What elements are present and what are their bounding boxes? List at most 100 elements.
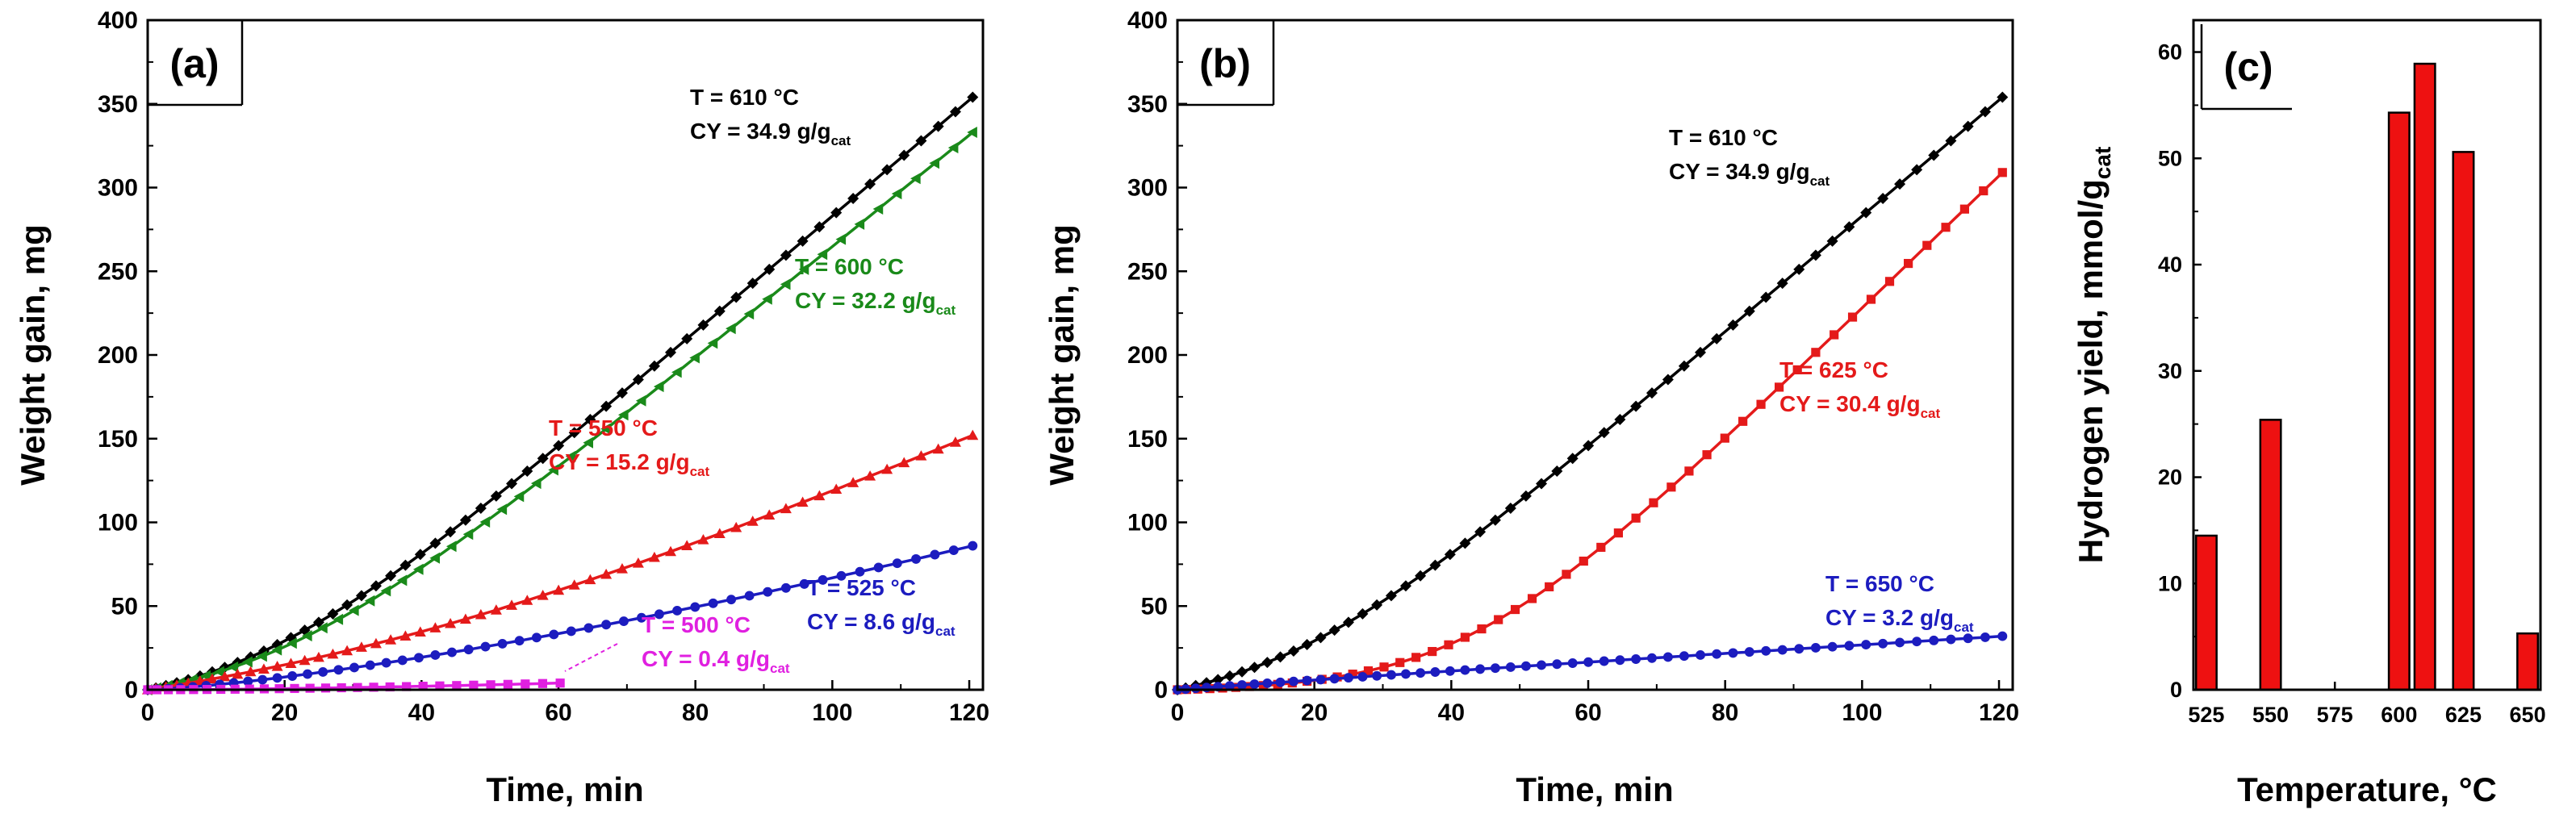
data-point — [445, 526, 457, 538]
data-point — [243, 676, 253, 687]
data-point — [654, 609, 664, 620]
data-point — [1727, 319, 1739, 331]
y-tick-label: 300 — [98, 175, 138, 202]
data-point — [318, 667, 328, 677]
data-point — [1878, 638, 1888, 649]
series-annotation-temp: T = 525 °C — [807, 575, 916, 600]
data-point — [430, 650, 441, 660]
data-point — [835, 233, 847, 245]
data-point — [1342, 616, 1354, 628]
x-tick-label: 625 — [2445, 703, 2482, 727]
data-point — [1510, 604, 1520, 615]
data-point — [480, 641, 491, 652]
y-tick-label: 200 — [1127, 342, 1168, 369]
data-point — [1631, 654, 1641, 664]
data-point — [1527, 594, 1537, 603]
data-point — [452, 681, 462, 691]
data-point — [967, 429, 979, 440]
data-point — [1249, 679, 1260, 689]
data-point — [780, 503, 792, 514]
panel-a-annotations: T = 610 °C CY = 34.9 g/gcat T = 600 °C CY =… — [549, 85, 956, 676]
data-point — [1860, 207, 1872, 219]
y-tick-label: 350 — [98, 91, 138, 118]
data-point — [1579, 556, 1588, 566]
data-point — [1598, 427, 1610, 439]
data-point — [365, 660, 375, 670]
data-point — [1489, 514, 1501, 526]
data-point — [1567, 658, 1578, 668]
data-point — [364, 595, 375, 607]
data-point — [1552, 659, 1562, 670]
data-point — [459, 613, 471, 624]
data-point — [1827, 641, 1838, 652]
data-point — [549, 629, 559, 640]
data-point — [1794, 644, 1804, 654]
data-point — [1288, 676, 1298, 687]
data-point — [429, 622, 441, 632]
data-point — [881, 463, 893, 474]
data-point — [1224, 681, 1235, 691]
y-tick-label: 150 — [98, 426, 138, 453]
data-point — [730, 521, 742, 532]
data-point — [1494, 615, 1503, 624]
data-point — [1997, 631, 2008, 641]
data-point — [271, 644, 282, 656]
data-point — [1756, 399, 1766, 409]
data-point — [948, 545, 959, 556]
data-point — [648, 360, 660, 372]
data-point — [864, 178, 876, 190]
data-point — [206, 673, 218, 684]
data-point — [1562, 570, 1571, 579]
data-point — [353, 683, 362, 692]
data-point — [1946, 634, 1956, 645]
data-point — [1460, 665, 1470, 675]
data-point — [496, 503, 508, 516]
data-point — [1372, 670, 1382, 681]
data-point — [1190, 683, 1201, 694]
panel-b-xlabel: Time, min — [1516, 770, 1673, 808]
data-point — [271, 660, 283, 671]
panel-c-ylabel-main: Hydrogen yield, mmol/g — [2072, 179, 2110, 563]
data-point — [1895, 637, 1905, 648]
data-point — [337, 683, 346, 693]
data-point — [1237, 680, 1247, 691]
data-point — [245, 666, 257, 677]
data-point — [299, 654, 311, 666]
data-point — [320, 683, 331, 693]
data-point — [1696, 649, 1705, 660]
data-point — [1301, 638, 1313, 650]
data-point — [1904, 258, 1913, 269]
data-point — [1566, 453, 1579, 465]
data-point — [435, 681, 445, 691]
data-point — [1679, 651, 1689, 662]
y-tick-label: 0 — [1154, 677, 1168, 703]
data-point — [1287, 645, 1299, 657]
data-point — [537, 453, 549, 465]
data-point — [369, 683, 378, 692]
data-point — [514, 636, 525, 646]
bar — [2413, 62, 2436, 691]
y-tick-label: 50 — [1141, 593, 1168, 620]
data-point — [830, 207, 843, 219]
data-point — [797, 235, 809, 247]
data-point — [475, 608, 487, 620]
data-point — [1275, 677, 1286, 687]
data-point — [302, 630, 312, 642]
series-line — [147, 131, 974, 691]
data-point — [744, 591, 755, 601]
data-point — [1460, 632, 1470, 642]
data-point — [697, 319, 709, 331]
series-annotation-yield: CY = 0.4 g/gcat — [642, 646, 790, 676]
data-point — [911, 553, 922, 564]
data-point — [872, 203, 884, 215]
data-point — [707, 337, 718, 349]
data-point — [713, 305, 726, 317]
data-point — [1738, 416, 1748, 426]
data-point — [799, 578, 809, 589]
data-point — [813, 221, 826, 233]
data-point — [385, 682, 395, 692]
data-point — [327, 648, 339, 659]
panel-b: 0 20 40 60 80 100 120050100150200250300350400 … — [1043, 7, 2019, 808]
data-point — [1844, 641, 1855, 651]
data-point — [600, 400, 613, 412]
